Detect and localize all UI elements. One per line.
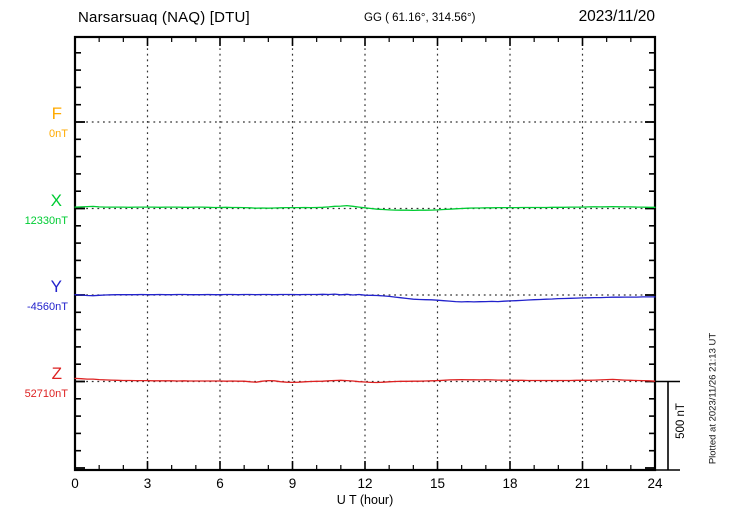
trace-X [74, 204, 656, 212]
trace-Y [74, 293, 656, 303]
x-tick-label-3: 3 [143, 476, 152, 491]
x-tick-label-18: 18 [502, 476, 518, 491]
channel-baseline-value-X: 12330nT [24, 214, 68, 227]
channel-baseline-value-Z: 52710nT [24, 387, 68, 400]
geographic-coordinates: GG ( 61.16°, 314.56°) [364, 12, 476, 24]
x-tick-label-0: 0 [71, 476, 79, 491]
channel-letter-Y: Y [50, 277, 62, 296]
channel-letter-X: X [50, 190, 62, 210]
channel-baseline-value-Y: -4560nT [27, 301, 68, 313]
x-tick-label-12: 12 [357, 476, 373, 491]
x-tick-label-9: 9 [288, 476, 297, 491]
plot-date: 2023/11/20 [578, 8, 655, 25]
channel-baseline-value-F: 0nT [49, 128, 68, 140]
x-tick-label-6: 6 [216, 476, 224, 491]
x-tick-label-24: 24 [647, 476, 663, 491]
station-title: Narsarsuaq (NAQ) [DTU] [78, 9, 250, 26]
x-tick-label-15: 15 [429, 476, 446, 491]
plotted-at-note: Plotted at 2023/11/26 21:13 UT [707, 332, 719, 465]
scale-bar-label: 500 nT [675, 403, 687, 439]
plot-frame [73, 35, 657, 472]
channel-letter-Z: Z [51, 363, 62, 383]
x-axis-title: U T (hour) [336, 493, 394, 507]
x-tick-label-21: 21 [574, 476, 591, 491]
channel-letter-F: F [51, 104, 62, 123]
trace-Z [74, 377, 656, 384]
